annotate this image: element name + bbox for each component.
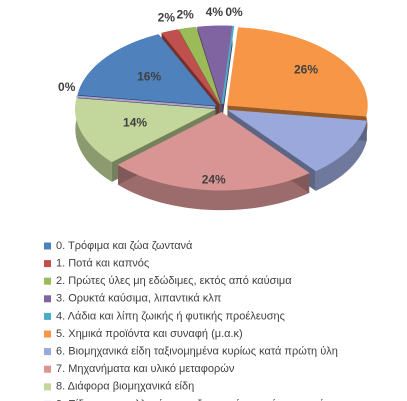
legend-swatch [44,312,51,320]
data-label: 2% [158,11,176,25]
legend-label: 6. Βιομηχανικά είδη ταξινομημένα κυρίως … [56,346,338,358]
legend-label: 9. Είδη και συναλλαγές μη ταξινομημένα κ… [56,398,333,401]
slice [77,34,217,106]
slice [227,109,368,172]
data-label: 14% [123,115,147,129]
legend-label: 3. Ορυκτά καύσιμα, λιπαντικά κλπ [56,293,222,305]
data-label: 0% [58,80,76,94]
slice [227,27,368,117]
slice [117,111,310,191]
legend-swatch [44,295,51,303]
legend-label: 5. Χημικά προϊόντα και συναφή (μ.α.κ) [56,328,243,340]
slice-side [75,98,112,182]
slice [76,95,216,109]
slice [221,25,235,104]
data-label: 4% [206,5,224,19]
legend-swatch [44,277,51,285]
legend-swatch [44,365,51,373]
slice [75,98,217,163]
data-label: 2% [176,7,194,21]
legend-label: 4. Λάδια και λίπη ζωικής ή φυτικής προέλ… [56,310,285,322]
data-label: 26% [294,62,318,76]
legend-swatch [44,330,51,338]
data-label: 0% [225,5,243,19]
legend-label: 1. Ποτά και καπνός [56,258,149,270]
legend-label: 8. Διάφορα βιομηχανικά είδη [56,381,194,393]
legend-swatch [44,348,51,356]
data-label: 24% [202,172,226,186]
legend-label: 2. Πρώτες ύλες μη εδώδιμες, εκτός από κα… [56,275,292,287]
legend-label: 0. Τρόφιμα και ζώα ζωντανά [56,240,193,252]
legend-label: 7. Μηχανήματα και υλικό μεταφορών [56,363,235,375]
data-label: 16% [137,70,161,84]
slice [161,29,220,105]
slice [178,26,221,105]
slice-side [315,120,367,191]
slice [197,25,233,104]
legend-swatch [44,242,51,250]
legend-swatch [44,383,51,391]
legend-swatch [44,260,51,268]
slice-side [118,164,310,211]
